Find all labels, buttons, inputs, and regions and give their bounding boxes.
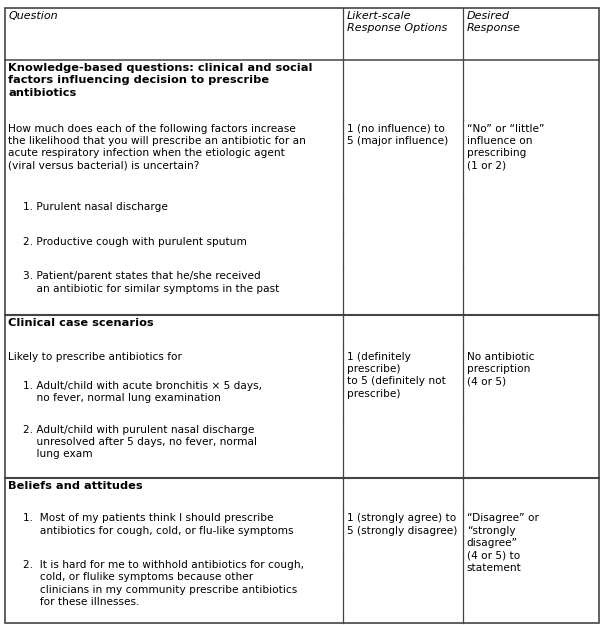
Text: Clinical case scenarios: Clinical case scenarios <box>8 318 154 328</box>
Text: 3. Patient/parent states that he/she received
    an antibiotic for similar symp: 3. Patient/parent states that he/she rec… <box>23 271 280 294</box>
Text: No antibiotic
prescription
(4 or 5): No antibiotic prescription (4 or 5) <box>467 352 534 386</box>
Text: How much does each of the following factors increase
the likelihood that you wil: How much does each of the following fact… <box>8 124 306 171</box>
Text: 1 (strongly agree) to
5 (strongly disagree): 1 (strongly agree) to 5 (strongly disagr… <box>347 513 457 536</box>
Text: Beliefs and attitudes: Beliefs and attitudes <box>8 481 143 491</box>
Text: 2. Adult/child with purulent nasal discharge
    unresolved after 5 days, no fev: 2. Adult/child with purulent nasal disch… <box>23 424 257 459</box>
Text: 1.  Most of my patients think I should prescribe
     antibiotics for cough, col: 1. Most of my patients think I should pr… <box>23 513 294 536</box>
Text: 1. Adult/child with acute bronchitis × 5 days,
    no fever, normal lung examina: 1. Adult/child with acute bronchitis × 5… <box>23 381 262 403</box>
Text: 1. Purulent nasal discharge: 1. Purulent nasal discharge <box>23 201 168 211</box>
Text: Likert-scale
Response Options: Likert-scale Response Options <box>347 11 447 33</box>
Text: “No” or “little”
influence on
prescribing
(1 or 2): “No” or “little” influence on prescribin… <box>467 124 544 171</box>
Text: 1 (definitely
prescribe)
to 5 (definitely not
prescribe): 1 (definitely prescribe) to 5 (definitel… <box>347 352 446 399</box>
Text: 2. Productive cough with purulent sputum: 2. Productive cough with purulent sputum <box>23 236 247 246</box>
Text: 2.  It is hard for me to withhold antibiotics for cough,
     cold, or flulike s: 2. It is hard for me to withhold antibio… <box>23 560 304 608</box>
Text: Knowledge-based questions: clinical and social
factors influencing decision to p: Knowledge-based questions: clinical and … <box>8 63 313 98</box>
Text: Likely to prescribe antibiotics for: Likely to prescribe antibiotics for <box>8 352 182 362</box>
Text: Question: Question <box>8 11 58 21</box>
Text: 1 (no influence) to
5 (major influence): 1 (no influence) to 5 (major influence) <box>347 124 448 146</box>
Text: “Disagree” or
“strongly
disagree”
(4 or 5) to
statement: “Disagree” or “strongly disagree” (4 or … <box>467 513 539 573</box>
Text: Desired
Response: Desired Response <box>467 11 521 33</box>
